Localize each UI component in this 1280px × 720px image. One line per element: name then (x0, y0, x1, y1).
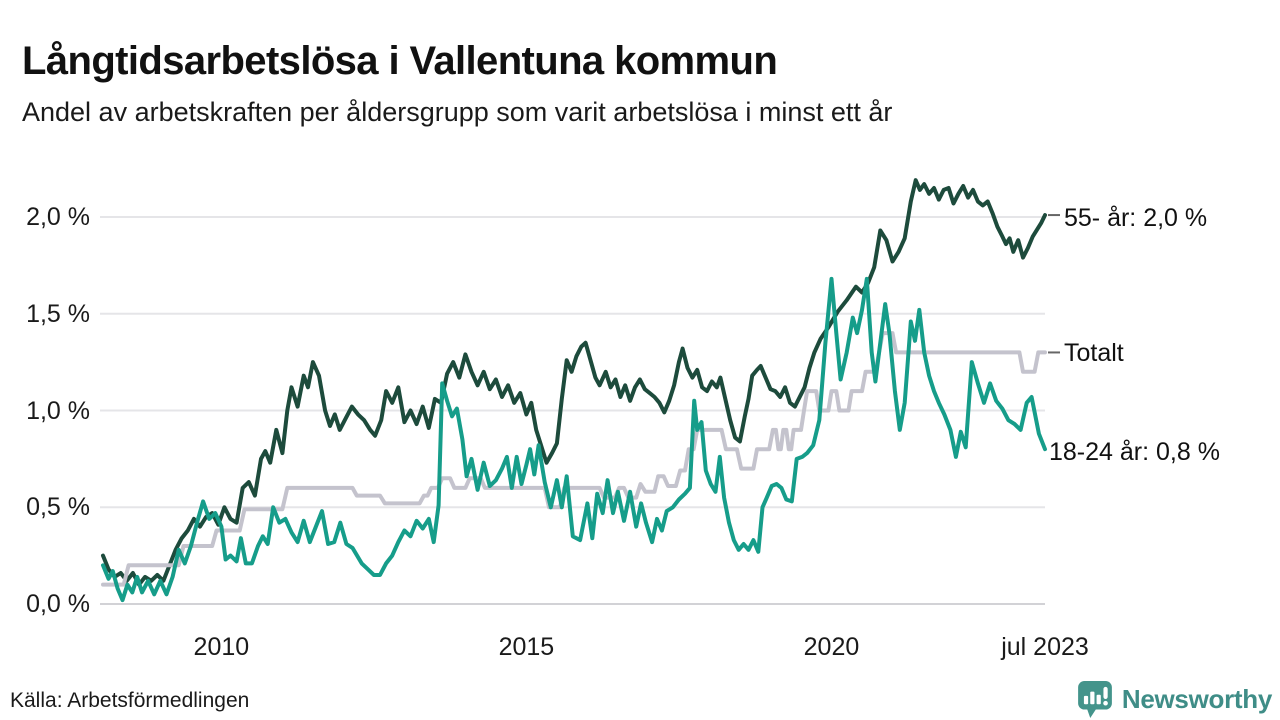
newsworthy-logo: Newsworthy (1077, 680, 1272, 718)
y-axis-tick-label: 0,5 % (26, 493, 90, 522)
chart-title: Långtidsarbetslösa i Vallentuna kommun (22, 38, 778, 83)
chart-subtitle: Andel av arbetskraften per åldersgrupp s… (22, 97, 893, 127)
source-note: Källa: Arbetsförmedlingen (10, 689, 250, 712)
series-label-55-ar: 55- år: 2,0 % (1064, 204, 1208, 232)
series-label-totalt: Totalt (1064, 339, 1124, 367)
y-axis-tick-label: 1,5 % (26, 299, 90, 328)
x-axis-tick-label: jul 2023 (1001, 633, 1089, 661)
x-axis-tick-label: 2020 (803, 633, 860, 661)
series-line-total (101, 331, 1047, 587)
x-axis-tick-label: 2010 (193, 633, 250, 661)
bar-chart-speech-bubble-icon (1077, 681, 1112, 718)
x-axis-tick-label: 2015 (498, 633, 555, 661)
y-axis-tick-label: 1,0 % (26, 396, 90, 425)
series-line-age55 (101, 178, 1047, 587)
series-line-age1824 (101, 276, 1047, 603)
y-axis-tick-label: 2,0 % (26, 203, 90, 231)
series-label-18-24-ar: 18-24 år: 0,8 % (1049, 438, 1220, 466)
newsworthy-logo-text: Newsworthy (1121, 683, 1272, 714)
y-axis-tick-label: 0,0 % (26, 590, 90, 618)
